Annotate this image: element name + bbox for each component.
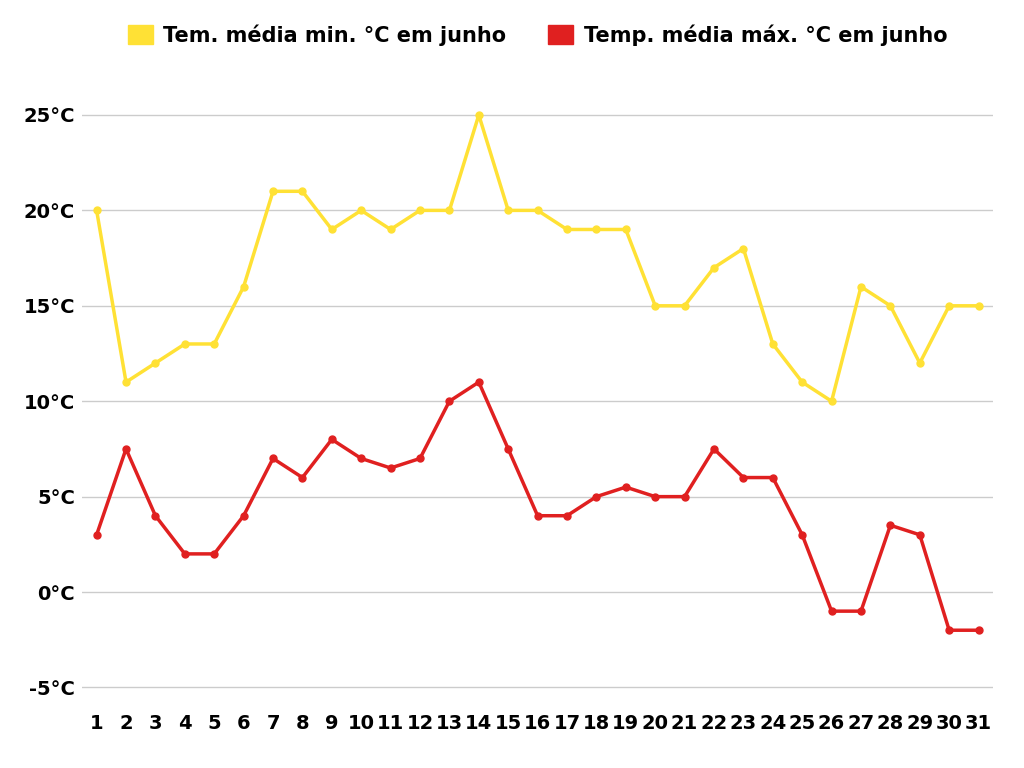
Legend: Tem. média min. °C em junho, Temp. média máx. °C em junho: Tem. média min. °C em junho, Temp. média… [128, 25, 947, 46]
